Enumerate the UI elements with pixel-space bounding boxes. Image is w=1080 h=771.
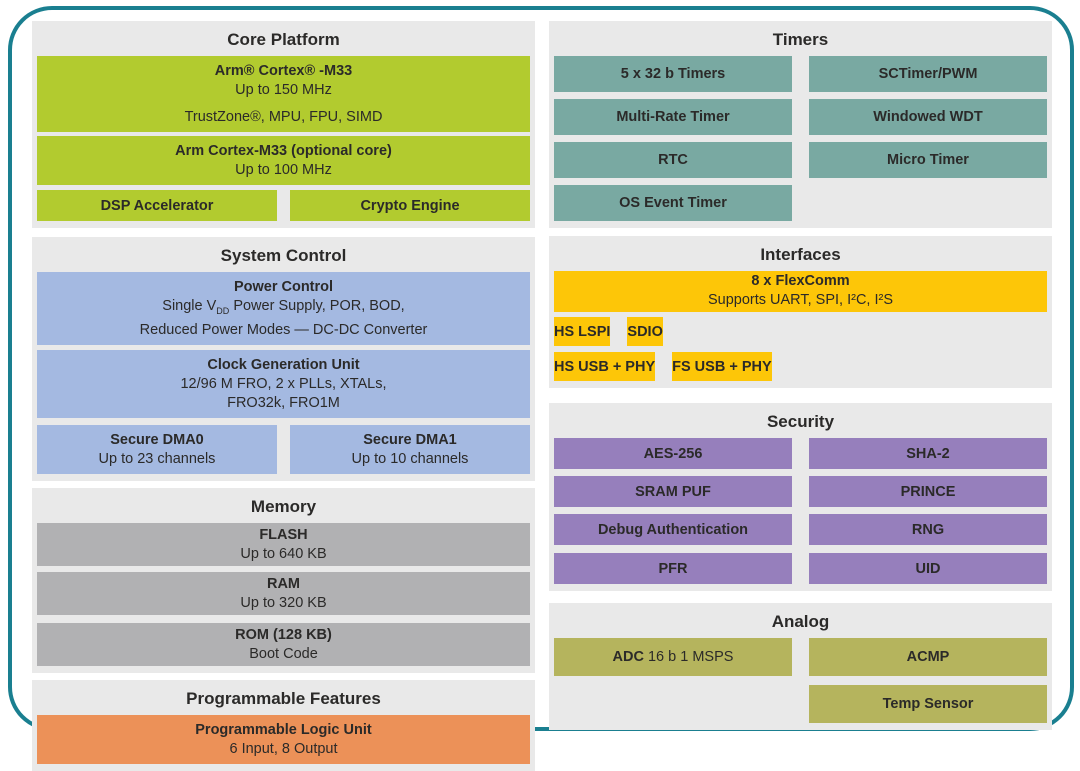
block-uid: UID [809,553,1047,584]
security-title: Security [766,412,835,431]
block-clock-generation: Clock Generation Unit 12/96 M FRO, 2 x P… [37,349,530,418]
power-control-name: Power Control [233,279,334,295]
block-fs-usb-phy: FS USB + PHY [672,352,772,381]
rom-name: ROM (128 KB) [235,626,332,643]
timers-grid: 5 x 32 b Timers Multi-Rate Timer RTC OS … [554,56,1047,221]
cpu-main-features: TrustZone®, MPU, FPU, SIMD [184,109,383,125]
section-memory: Memory FLASH Up to 640 KB RAM Up to 320 … [32,487,535,673]
block-rom: ROM (128 KB) Boot Code [37,622,530,666]
block-arm-cortex-m33-optional: Arm Cortex-M33 (optional core) Up to 100… [37,136,530,185]
adc-spec: 16 b 1 MSPS [643,649,734,665]
analog-title: Analog [771,612,830,631]
block-secure-dma1: Secure DMA1 Up to 10 channels [290,424,530,474]
section-interfaces: Interfaces 8 x FlexComm Supports UART, S… [549,236,1052,388]
block-hs-lspi: HS LSPI [554,317,611,346]
block-rtc: RTC [554,142,792,178]
core-platform-bottom-row: DSP Accelerator Crypto Engine [37,190,530,221]
cpu-optional-speed: Up to 100 MHz [235,162,332,178]
dma0-channels: Up to 23 channels [98,450,216,467]
block-debug-authentication: Debug Authentication [554,514,792,545]
block-windowed-wdt: Windowed WDT [809,99,1047,135]
plu-name: Programmable Logic Unit [195,721,372,738]
flash-name: FLASH [259,526,308,543]
power-control-line2: Reduced Power Modes — DC-DC Converter [139,321,428,338]
right-column: Timers 5 x 32 b Timers Multi-Rate Timer … [549,21,1052,730]
system-control-title: System Control [220,246,347,265]
block-rng: RNG [809,514,1047,545]
block-temp-sensor: Temp Sensor [809,685,1047,723]
block-dsp-accelerator: DSP Accelerator [37,190,277,221]
clock-unit-line1: 12/96 M FRO, 2 x PLLs, XTALs, [180,375,387,392]
analog-grid: ADC 16 b 1 MSPS ACMP Temp Sensor [554,638,1047,723]
block-32b-timers: 5 x 32 b Timers [554,56,792,92]
dma-row: Secure DMA0 Up to 23 channels Secure DMA… [37,424,530,474]
cpu-main-name: Arm® Cortex® -M33 [214,63,353,79]
block-aes-256: AES-256 [554,438,792,469]
section-security: Security AES-256 SRAM PUF Debug Authenti… [549,403,1052,591]
flexcomm-protocols: Supports UART, SPI, I²C, I²S [707,292,894,308]
block-pfr: PFR [554,553,792,584]
core-platform-title: Core Platform [227,30,340,49]
clock-unit-line2: FRO32k, FRO1M [227,394,340,411]
vdd-subscript: DD [216,305,230,316]
programmable-features-title: Programmable Features [186,688,381,708]
dma1-name: Secure DMA1 [363,431,457,448]
block-os-event-timer: OS Event Timer [554,185,792,221]
block-sctimer-pwm: SCTimer/PWM [809,56,1047,92]
block-flash: FLASH Up to 640 KB [37,522,530,566]
flexcomm-name: 8 x FlexComm [751,273,850,289]
block-power-control: Power Control Single VDD Power Supply, P… [37,272,530,345]
left-column: Core Platform Arm® Cortex® -M33 Up to 15… [32,21,535,771]
ram-size: Up to 320 KB [240,594,327,611]
block-sha-2: SHA-2 [809,438,1047,469]
section-analog: Analog ADC 16 b 1 MSPS ACMP Temp Sensor [549,603,1052,730]
interfaces-row1: HS LSPI SDIO [554,317,1047,346]
cpu-main-speed: Up to 150 MHz [235,82,332,98]
security-grid: AES-256 SRAM PUF Debug Authentication PF… [554,438,1047,584]
block-programmable-logic-unit: Programmable Logic Unit 6 Input, 8 Outpu… [37,714,530,764]
rom-purpose: Boot Code [249,645,318,662]
section-timers: Timers 5 x 32 b Timers Multi-Rate Timer … [549,21,1052,228]
flash-size: Up to 640 KB [240,545,327,562]
section-core-platform: Core Platform Arm® Cortex® -M33 Up to 15… [32,21,535,228]
clock-unit-name: Clock Generation Unit [207,356,360,373]
block-arm-cortex-m33-main: Arm® Cortex® -M33 Up to 150 MHz TrustZon… [37,56,530,132]
plu-io: 6 Input, 8 Output [229,740,338,757]
dma0-name: Secure DMA0 [110,431,204,448]
block-acmp: ACMP [809,638,1047,676]
block-sdio: SDIO [627,317,663,346]
dma1-channels: Up to 10 channels [351,450,469,467]
section-programmable-features: Programmable Features Programmable Logic… [32,679,535,771]
block-micro-timer: Micro Timer [809,142,1047,178]
interfaces-title: Interfaces [760,245,841,264]
block-flexcomm: 8 x FlexComm Supports UART, SPI, I²C, I²… [554,271,1047,312]
ram-name: RAM [266,575,301,592]
section-system-control: System Control Power Control Single VDD … [32,237,535,481]
block-multi-rate-timer: Multi-Rate Timer [554,99,792,135]
block-adc: ADC 16 b 1 MSPS [554,638,792,676]
power-control-line1: Single VDD Power Supply, POR, BOD, [162,298,405,316]
adc-name: ADC [612,649,644,665]
block-ram: RAM Up to 320 KB [37,571,530,615]
block-hs-usb-phy: HS USB + PHY [554,352,656,381]
interfaces-row2: HS USB + PHY FS USB + PHY [554,352,1047,381]
timers-title: Timers [772,30,829,49]
block-prince: PRINCE [809,476,1047,507]
block-secure-dma0: Secure DMA0 Up to 23 channels [37,424,277,474]
block-sram-puf: SRAM PUF [554,476,792,507]
cpu-optional-name: Arm Cortex-M33 (optional core) [175,143,392,159]
block-crypto-engine: Crypto Engine [290,190,530,221]
memory-title: Memory [250,496,317,516]
